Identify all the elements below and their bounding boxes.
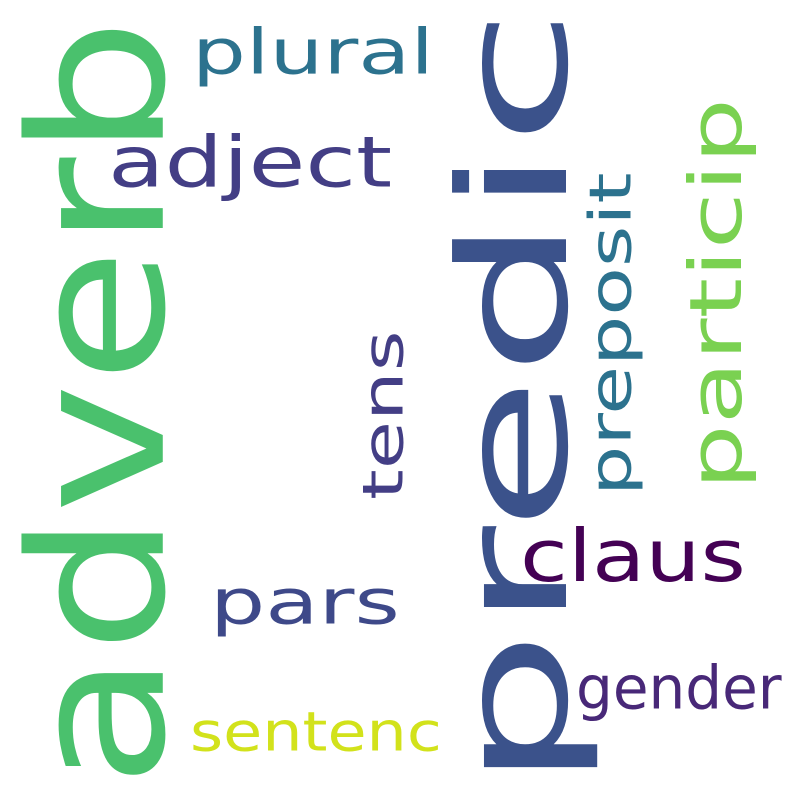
word-pars: pars: [210, 566, 400, 639]
word-sentenc: sentenc: [190, 701, 442, 764]
word-gender: gender: [576, 652, 782, 724]
word-claus: claus: [520, 514, 746, 598]
word-predic: predic: [427, 7, 602, 791]
word-particip: particip: [674, 98, 758, 491]
word-tens: tens: [351, 330, 417, 500]
word-preposit: preposit: [577, 172, 645, 496]
word-adject: adject: [108, 122, 393, 204]
word-plural: plural: [192, 16, 434, 89]
